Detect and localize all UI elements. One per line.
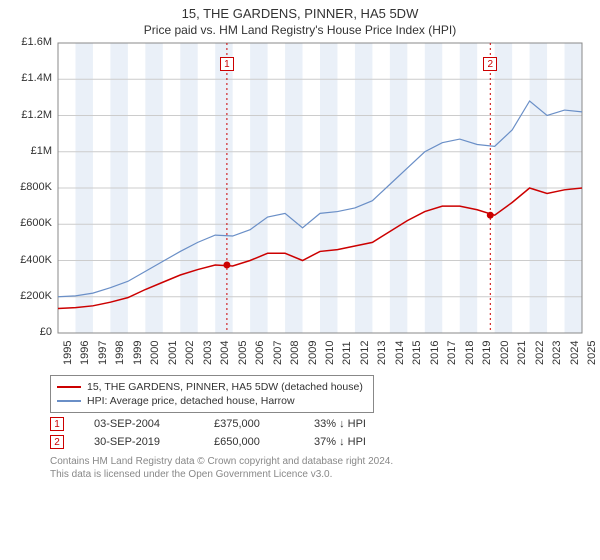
sale-row-price: £650,000 — [214, 436, 284, 448]
chart-title-line1: 15, THE GARDENS, PINNER, HA5 5DW — [0, 0, 600, 21]
x-axis-tick-label: 2015 — [411, 341, 423, 365]
chart-legend: 15, THE GARDENS, PINNER, HA5 5DW (detach… — [50, 375, 374, 413]
x-axis-tick-label: 1997 — [97, 341, 109, 365]
footer-line1: Contains HM Land Registry data © Crown c… — [50, 455, 588, 468]
x-axis-tick-label: 2010 — [324, 341, 336, 365]
x-axis-tick-label: 2009 — [307, 341, 319, 365]
footer-line2: This data is licensed under the Open Gov… — [50, 468, 588, 481]
legend-label: HPI: Average price, detached house, Harr… — [87, 395, 295, 407]
x-axis-tick-label: 2014 — [394, 341, 406, 365]
x-axis-tick-label: 2017 — [446, 341, 458, 365]
y-axis-tick-label: £600K — [12, 217, 52, 229]
x-axis-tick-label: 2007 — [272, 341, 284, 365]
legend-swatch — [57, 400, 81, 402]
x-axis-tick-label: 2003 — [202, 341, 214, 365]
chart-title-line2: Price paid vs. HM Land Registry's House … — [0, 21, 600, 39]
sale-row-date: 30-SEP-2019 — [94, 436, 184, 448]
x-axis-tick-label: 2002 — [184, 341, 196, 365]
sale-row-marker: 1 — [50, 417, 64, 431]
x-axis-tick-label: 1995 — [62, 341, 74, 365]
x-axis-tick-label: 2012 — [359, 341, 371, 365]
x-axis-tick-label: 1998 — [114, 341, 126, 365]
sale-row-marker: 2 — [50, 435, 64, 449]
line-chart-svg — [12, 39, 588, 369]
x-axis-tick-label: 2018 — [464, 341, 476, 365]
sale-row: 2 30-SEP-2019 £650,000 37% ↓ HPI — [50, 435, 588, 449]
x-axis-tick-label: 1996 — [79, 341, 91, 365]
chart-area: £0 £200K £400K £600K £800K £1M £1.2M £1.4M £1.6M… — [12, 39, 588, 369]
x-axis-tick-label: 2023 — [551, 341, 563, 365]
y-axis-tick-label: £1M — [12, 145, 52, 157]
sale-marker-2: 2 — [483, 57, 497, 71]
x-axis-tick-label: 2013 — [376, 341, 388, 365]
x-axis-tick-label: 2000 — [149, 341, 161, 365]
y-axis-tick-label: £400K — [12, 254, 52, 266]
y-axis-tick-label: £1.6M — [12, 36, 52, 48]
x-axis-tick-label: 2006 — [254, 341, 266, 365]
sale-row-delta: 33% ↓ HPI — [314, 418, 366, 430]
x-axis-tick-label: 2016 — [429, 341, 441, 365]
x-axis-tick-label: 2011 — [341, 341, 353, 365]
sale-row-date: 03-SEP-2004 — [94, 418, 184, 430]
x-axis-tick-label: 2005 — [237, 341, 249, 365]
y-axis-tick-label: £1.2M — [12, 109, 52, 121]
sale-row: 1 03-SEP-2004 £375,000 33% ↓ HPI — [50, 417, 588, 431]
x-axis-tick-label: 2001 — [167, 341, 179, 365]
y-axis-tick-label: £0 — [12, 326, 52, 338]
x-axis-tick-label: 2020 — [499, 341, 511, 365]
sale-marker-1: 1 — [220, 57, 234, 71]
x-axis-tick-label: 1999 — [132, 341, 144, 365]
x-axis-tick-label: 2024 — [569, 341, 581, 365]
x-axis-tick-label: 2008 — [289, 341, 301, 365]
x-axis-tick-label: 2022 — [534, 341, 546, 365]
footer-attribution: Contains HM Land Registry data © Crown c… — [50, 455, 588, 481]
legend-item: HPI: Average price, detached house, Harr… — [57, 394, 367, 408]
x-axis-tick-label: 2019 — [481, 341, 493, 365]
y-axis-tick-label: £800K — [12, 181, 52, 193]
legend-label: 15, THE GARDENS, PINNER, HA5 5DW (detach… — [87, 381, 363, 393]
y-axis-tick-label: £1.4M — [12, 72, 52, 84]
legend-swatch — [57, 386, 81, 388]
y-axis-tick-label: £200K — [12, 290, 52, 302]
x-axis-tick-label: 2004 — [219, 341, 231, 365]
x-axis-tick-label: 2025 — [586, 341, 598, 365]
legend-item: 15, THE GARDENS, PINNER, HA5 5DW (detach… — [57, 380, 367, 394]
sale-row-price: £375,000 — [214, 418, 284, 430]
x-axis-tick-label: 2021 — [516, 341, 528, 365]
sale-row-delta: 37% ↓ HPI — [314, 436, 366, 448]
